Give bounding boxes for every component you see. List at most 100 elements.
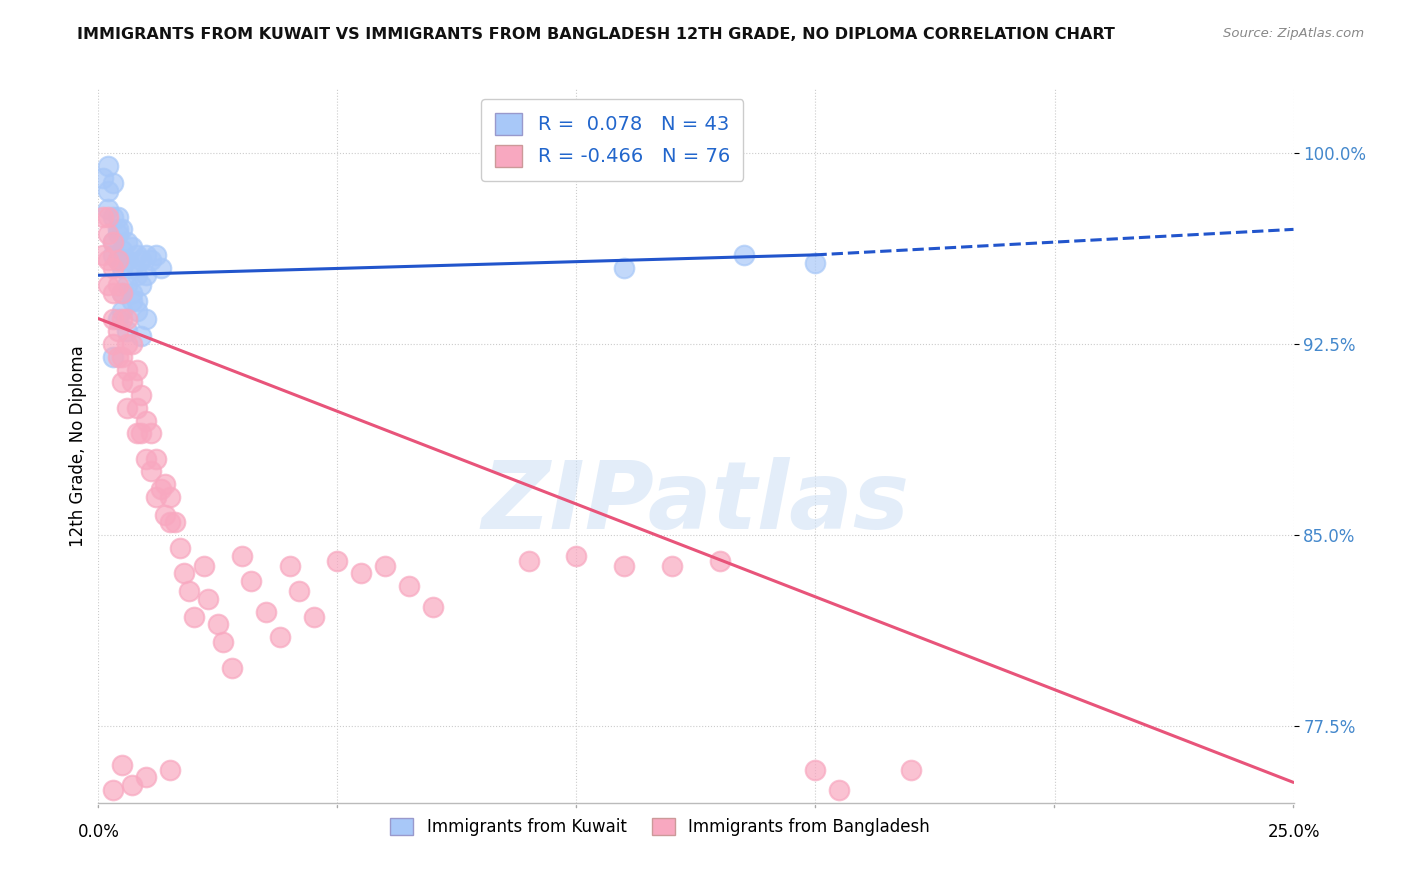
Point [125,401,148,415]
Point [197,591,219,606]
Point [159,490,181,504]
Point [107,252,129,267]
Point [91,171,114,186]
Point [111,243,134,257]
Point [254,605,277,619]
Point [145,451,167,466]
Point [101,177,124,191]
Point [97,227,120,242]
Point [101,337,124,351]
Point [115,362,138,376]
Point [733,248,755,262]
Point [115,278,138,293]
Point [155,477,177,491]
Point [107,311,129,326]
Point [101,783,124,797]
Point [115,311,138,326]
Point [278,558,301,573]
Point [107,210,129,224]
Point [97,202,120,216]
Point [163,516,186,530]
Point [115,324,138,338]
Point [121,293,143,308]
Point [115,401,138,415]
Point [101,248,124,262]
Point [900,763,922,777]
Point [288,584,311,599]
Point [111,260,134,275]
Point [121,778,143,792]
Point [211,635,233,649]
Point [135,770,157,784]
Point [149,483,172,497]
Legend: Immigrants from Kuwait, Immigrants from Bangladesh: Immigrants from Kuwait, Immigrants from … [382,810,938,845]
Point [135,248,157,262]
Point [121,260,143,275]
Point [135,451,157,466]
Point [111,222,134,236]
Point [221,661,243,675]
Point [107,227,129,242]
Point [398,579,420,593]
Point [115,235,138,249]
Point [517,554,540,568]
Text: 0.0%: 0.0% [77,823,120,841]
Point [111,304,134,318]
Point [125,268,148,283]
Point [121,240,143,254]
Point [125,304,148,318]
Point [139,426,162,441]
Point [804,763,827,777]
Point [91,210,114,224]
Point [269,630,291,644]
Point [159,763,181,777]
Point [231,549,253,563]
Point [326,554,349,568]
Point [101,311,124,326]
Point [111,350,134,364]
Point [101,286,124,301]
Point [111,757,134,772]
Point [121,286,143,301]
Point [91,248,114,262]
Point [107,350,129,364]
Point [101,260,124,275]
Point [101,210,124,224]
Point [374,558,396,573]
Text: 25.0%: 25.0% [1267,823,1320,841]
Point [804,255,827,269]
Point [111,286,134,301]
Point [661,558,683,573]
Point [107,222,129,236]
Point [613,260,636,275]
Point [709,554,731,568]
Point [422,599,444,614]
Point [173,566,195,581]
Point [97,184,120,198]
Point [169,541,191,555]
Point [193,558,215,573]
Point [207,617,229,632]
Point [107,252,129,267]
Point [111,286,134,301]
Point [131,278,153,293]
Point [125,293,148,308]
Point [97,159,120,173]
Point [828,783,851,797]
Point [111,311,134,326]
Point [159,516,181,530]
Point [135,268,157,283]
Point [131,329,153,343]
Point [111,376,134,390]
Point [97,210,120,224]
Point [179,584,201,599]
Point [131,426,153,441]
Point [115,252,138,267]
Point [155,508,177,522]
Point [302,609,325,624]
Point [145,248,167,262]
Point [101,235,124,249]
Point [125,248,148,262]
Point [139,465,162,479]
Point [613,558,636,573]
